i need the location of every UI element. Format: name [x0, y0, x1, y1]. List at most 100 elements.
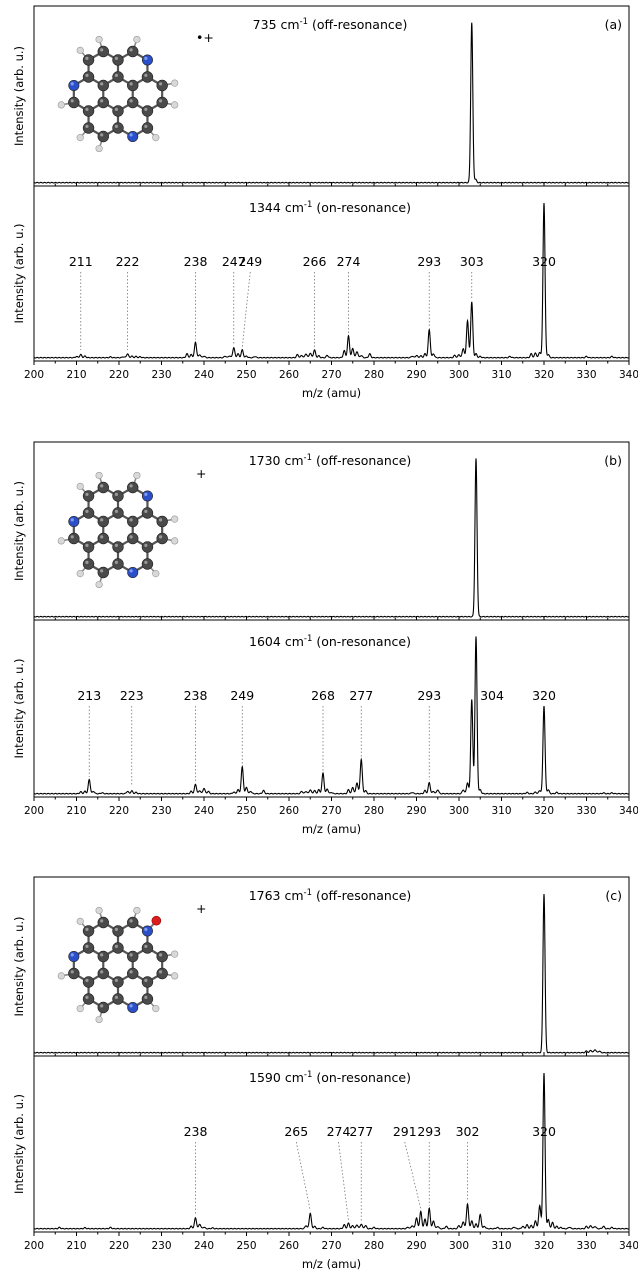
annotation-bottom: 1344 cm-1 (on-resonance): [249, 200, 411, 215]
x-tick-label: 290: [406, 1240, 426, 1252]
x-tick-label: 310: [491, 805, 511, 817]
annotation-top: 1763 cm-1 (off-resonance): [249, 888, 412, 903]
x-tick-label: 300: [449, 369, 469, 381]
peak-label: 293: [417, 1124, 441, 1139]
x-axis-label: m/z (amu): [302, 822, 361, 836]
y-axis-label-top: Intensity (arb. u.): [12, 916, 26, 1016]
peak-label: 293: [417, 688, 441, 703]
peak-leader: [241, 271, 251, 348]
peak-label: 274: [337, 254, 361, 269]
charge-label: +: [196, 901, 206, 916]
peak-label: 213: [77, 688, 101, 703]
peak-label: 238: [184, 254, 208, 269]
x-tick-label: 290: [406, 369, 426, 381]
spectrum-bottom: [33, 636, 630, 795]
peak-label: 268: [311, 688, 335, 703]
x-tick-label: 270: [321, 1240, 341, 1252]
molecule-image: [57, 35, 179, 153]
x-axis-label: m/z (amu): [302, 386, 361, 400]
peak-label: 211: [69, 254, 93, 269]
x-tick-label: 220: [109, 805, 129, 817]
peak-leader: [295, 1141, 311, 1211]
peak-label: 320: [532, 688, 556, 703]
x-tick-label: 200: [24, 1240, 44, 1252]
x-tick-label: 260: [279, 369, 299, 381]
peak-label: 291: [393, 1124, 417, 1139]
x-tick-label: 210: [66, 805, 86, 817]
x-tick-label: 290: [406, 805, 426, 817]
x-tick-label: 320: [534, 369, 554, 381]
x-tick-label: 220: [109, 1240, 129, 1252]
molecule-image: [57, 906, 179, 1024]
spectrum-top: [33, 458, 630, 618]
x-tick-label: 250: [236, 805, 256, 817]
y-axis-label-bottom: Intensity (arb. u.): [12, 658, 26, 758]
x-tick-label: 210: [66, 1240, 86, 1252]
chart-1: 200 210 220 230 240 250 260 270 280 290 300 310 320 3…: [12, 441, 638, 836]
peak-label: 304: [480, 688, 504, 703]
annotation-top: 1730 cm-1 (off-resonance): [249, 453, 412, 468]
x-tick-label: 230: [151, 805, 171, 817]
peak-label: 277: [349, 1124, 373, 1139]
y-axis-label-bottom: Intensity (arb. u.): [12, 223, 26, 323]
peak-label: 249: [238, 254, 262, 269]
x-tick-label: 200: [24, 369, 44, 381]
chart-2: 200 210 220 230 240 250 260 270 280 290 300 310 320 3…: [12, 876, 638, 1271]
x-tick-label: 330: [576, 1240, 596, 1252]
spectrum-top: [33, 893, 630, 1054]
peak-label: 222: [116, 254, 140, 269]
annotation-bottom: 1590 cm-1 (on-resonance): [249, 1070, 411, 1085]
charge-label: +: [196, 466, 206, 481]
x-tick-label: 270: [321, 369, 341, 381]
y-axis-label-top: Intensity (arb. u.): [12, 481, 26, 581]
x-tick-label: 280: [364, 805, 384, 817]
peak-label: 303: [460, 254, 484, 269]
peak-label: 265: [284, 1124, 308, 1139]
x-tick-label: 250: [236, 1240, 256, 1252]
peak-leader: [404, 1141, 422, 1209]
x-tick-label: 270: [321, 805, 341, 817]
x-tick-label: 340: [619, 369, 638, 381]
molecule-image: [57, 471, 179, 589]
panel-label: (c): [605, 888, 622, 903]
x-axis-label: m/z (amu): [302, 1257, 361, 1271]
spectrum-top: [33, 22, 630, 184]
x-tick-label: 230: [151, 1240, 171, 1252]
x-tick-label: 320: [534, 805, 554, 817]
annotation-top: 735 cm-1 (off-resonance): [253, 17, 408, 32]
panel-label: (a): [605, 17, 622, 32]
peak-leader: [338, 1141, 349, 1221]
x-tick-label: 320: [534, 1240, 554, 1252]
charge-label: •+: [196, 30, 214, 45]
x-tick-label: 210: [66, 369, 86, 381]
x-tick-label: 310: [491, 1240, 511, 1252]
x-tick-label: 240: [194, 1240, 214, 1252]
peak-label: 320: [532, 1124, 556, 1139]
x-tick-label: 300: [449, 805, 469, 817]
x-tick-label: 250: [236, 369, 256, 381]
peak-label: 277: [349, 688, 373, 703]
x-tick-label: 260: [279, 805, 299, 817]
x-tick-label: 240: [194, 805, 214, 817]
spectrum-bottom: [33, 202, 630, 359]
x-tick-label: 280: [364, 1240, 384, 1252]
spectrum-bottom: [33, 1072, 630, 1230]
x-tick-label: 310: [491, 369, 511, 381]
x-tick-label: 200: [24, 805, 44, 817]
peak-label: 266: [303, 254, 327, 269]
y-axis-label-top: Intensity (arb. u.): [12, 46, 26, 146]
annotation-bottom: 1604 cm-1 (on-resonance): [249, 634, 411, 649]
peak-label: 247: [222, 254, 246, 269]
x-tick-label: 330: [576, 805, 596, 817]
peak-label: 320: [532, 254, 556, 269]
x-tick-label: 330: [576, 369, 596, 381]
x-tick-label: 220: [109, 369, 129, 381]
peak-label: 249: [230, 688, 254, 703]
x-tick-label: 340: [619, 805, 638, 817]
peak-label: 223: [120, 688, 144, 703]
peak-label: 238: [184, 688, 208, 703]
chart-0: 200 210 220 230 240 250 260 270 280 290 300 310 320 3…: [12, 5, 638, 400]
peak-label: 274: [327, 1124, 351, 1139]
peak-label: 302: [456, 1124, 480, 1139]
